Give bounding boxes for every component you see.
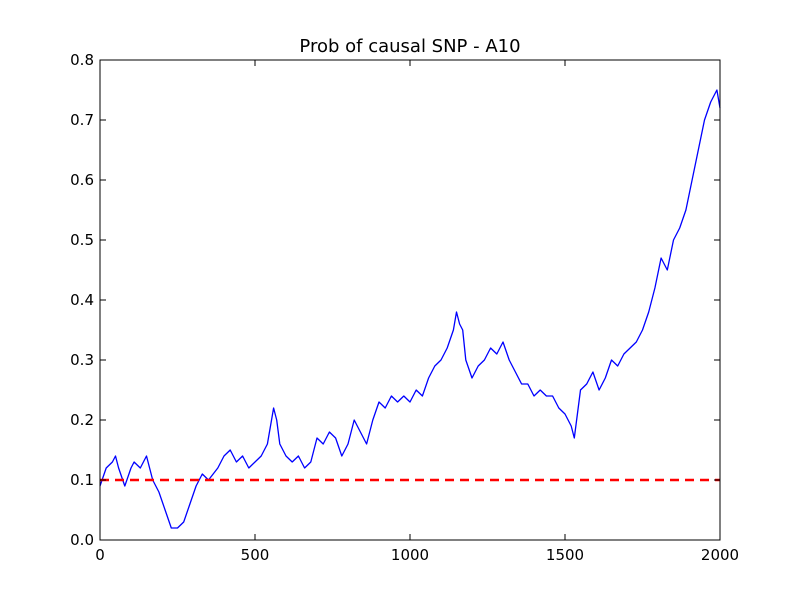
y-tick-label: 0.8 [70,51,94,69]
y-tick-label: 0.4 [70,291,94,309]
y-tick-label: 0.2 [70,411,94,429]
x-axis: 0 500 1000 1500 2000 [95,60,739,564]
x-tick-label: 2000 [701,546,739,564]
x-tick-label: 500 [241,546,270,564]
probability-line [99,89,721,529]
y-tick-label: 0.7 [70,111,94,129]
y-axis: 0.0 0.1 0.2 0.3 0.4 0.5 0.6 0.7 0.8 [70,51,720,549]
x-tick-label: 1500 [546,546,584,564]
x-tick-label: 0 [95,546,105,564]
series-layer [99,89,721,529]
y-tick-label: 0.5 [70,231,94,249]
y-tick-label: 0.3 [70,351,94,369]
y-tick-label: 0.0 [70,531,94,549]
x-tick-label: 1000 [391,546,429,564]
y-tick-label: 0.1 [70,471,94,489]
plot-frame [99,59,721,541]
chart-title: Prob of causal SNP - A10 [299,36,520,57]
y-tick-label: 0.6 [70,171,94,189]
